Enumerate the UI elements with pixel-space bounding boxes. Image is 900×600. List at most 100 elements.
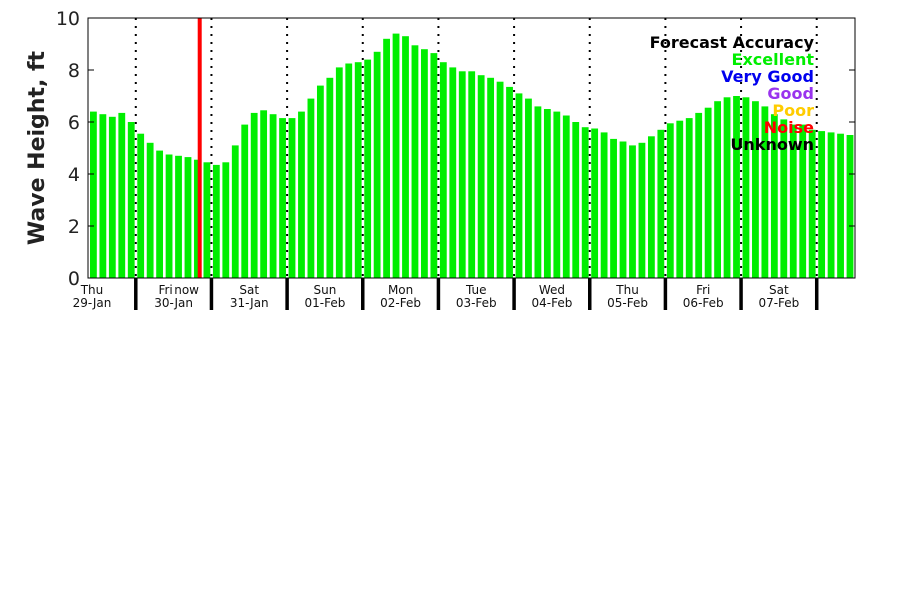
legend-title: Forecast Accuracy <box>650 33 815 52</box>
bar <box>165 154 173 278</box>
bar <box>685 118 693 278</box>
day-label-date: 01-Feb <box>305 296 346 310</box>
bar <box>99 114 107 278</box>
bar <box>733 96 740 278</box>
bar <box>316 85 324 278</box>
bar <box>638 142 646 278</box>
y-tick-label: 2 <box>68 216 80 238</box>
bar <box>543 109 551 278</box>
day-label-dow: Mon <box>388 283 413 297</box>
bar <box>279 118 286 278</box>
y-tick-label: 4 <box>68 164 80 186</box>
bar <box>345 63 353 278</box>
bar <box>212 164 220 278</box>
legend-entry-very-good: Very Good <box>721 67 814 86</box>
bar <box>175 155 182 278</box>
legend-entry-poor: Poor <box>772 101 814 120</box>
bar <box>780 119 788 279</box>
day-label-date: 06-Feb <box>683 296 724 310</box>
bar <box>506 86 513 279</box>
bar <box>827 132 835 278</box>
day-label-dow: Sun <box>314 283 337 297</box>
day-label-dow: Fri <box>158 283 172 297</box>
bar <box>676 120 684 278</box>
day-label-date: 30-Jan <box>154 296 193 310</box>
bar <box>770 114 778 278</box>
bar <box>477 75 485 278</box>
bar <box>487 77 495 278</box>
bar <box>354 62 362 279</box>
bar <box>846 135 854 278</box>
bar <box>373 51 381 278</box>
bar <box>439 62 447 279</box>
y-tick-label: 8 <box>68 60 80 82</box>
bar <box>742 97 750 278</box>
day-label-date: 04-Feb <box>531 296 572 310</box>
bar <box>695 112 703 279</box>
bar <box>591 128 599 278</box>
y-tick-label: 10 <box>56 8 80 30</box>
bar <box>127 122 135 278</box>
bar <box>364 59 372 278</box>
legend-entry-unknown: Unknown <box>730 135 814 154</box>
bar <box>525 98 532 278</box>
y-axis-label: Wave Height, ft <box>25 50 50 245</box>
day-label-dow: Thu <box>615 283 639 297</box>
bar <box>704 107 712 278</box>
bar <box>761 106 769 279</box>
bar <box>241 124 249 278</box>
bar <box>572 122 580 278</box>
bar <box>231 145 239 278</box>
day-label-dow: Wed <box>539 283 565 297</box>
bar <box>392 33 400 278</box>
plot-frame <box>87 17 856 279</box>
day-label-date: 07-Feb <box>758 296 799 310</box>
bar <box>203 162 211 278</box>
bar <box>146 142 154 278</box>
bar <box>260 110 268 278</box>
y-tick-label: 6 <box>68 112 80 134</box>
legend-entry-noise: Noise <box>764 118 814 137</box>
bar <box>269 114 277 278</box>
bar <box>553 111 561 278</box>
bar <box>250 112 258 279</box>
bar <box>808 129 816 278</box>
bar <box>666 123 674 278</box>
bar <box>610 138 617 278</box>
day-label-date: 31-Jan <box>230 296 269 310</box>
bar <box>298 111 305 278</box>
bar <box>468 71 476 278</box>
bar <box>581 127 589 278</box>
bar <box>335 67 343 279</box>
bar <box>647 136 655 278</box>
bar <box>326 77 334 278</box>
bar <box>714 101 722 278</box>
bar <box>562 115 570 278</box>
bar <box>184 157 192 278</box>
bar <box>156 150 164 278</box>
bar <box>458 71 466 278</box>
bar <box>288 118 296 278</box>
bar <box>430 53 438 278</box>
now-label: now <box>174 283 199 297</box>
bar <box>222 162 230 278</box>
day-label-date: 29-Jan <box>73 296 112 310</box>
legend-entry-excellent: Excellent <box>732 50 815 69</box>
bar <box>600 132 608 278</box>
bar <box>657 129 665 278</box>
bar <box>818 131 826 278</box>
day-label-dow: Sat <box>239 283 259 297</box>
bar <box>383 38 390 278</box>
bar <box>411 45 419 278</box>
bar <box>837 133 844 278</box>
bar <box>449 67 457 279</box>
bar <box>723 97 731 278</box>
y-tick-label: 0 <box>68 268 80 290</box>
bar <box>307 98 315 278</box>
bar <box>108 116 116 278</box>
bar <box>137 133 145 278</box>
bar <box>534 106 542 279</box>
bar <box>118 112 126 279</box>
